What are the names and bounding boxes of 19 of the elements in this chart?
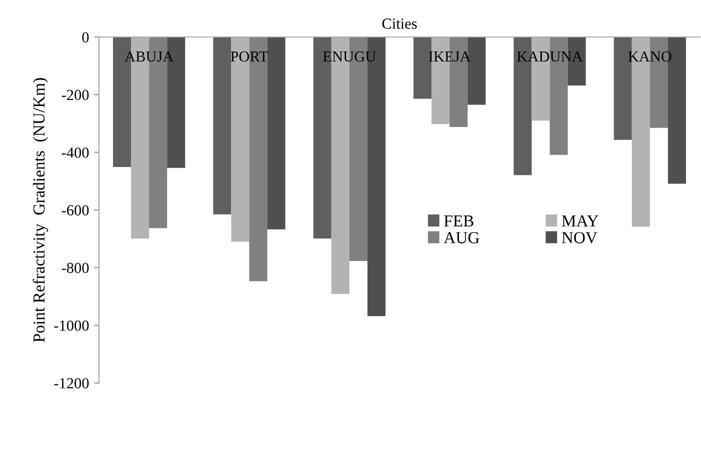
x-tick-label: ENUGU <box>323 51 376 62</box>
legend-label: MAY <box>562 215 598 226</box>
x-tick-label: KANO <box>628 51 672 62</box>
x-tick-label: IKEJA <box>428 51 471 62</box>
x-tick-label: KADUNA <box>517 51 583 62</box>
y-tick-label: -800 <box>62 262 89 274</box>
y-axis-title: Point Refractivity Gradients (NU/Km) <box>32 78 48 342</box>
y-tick-label: -200 <box>62 90 89 100</box>
y-tick-label: -600 <box>62 205 89 216</box>
y-tick-label: -400 <box>62 147 89 158</box>
legend-label: AUG <box>444 232 480 244</box>
x-tick-label: ABUJA <box>124 51 174 62</box>
legend-label: NOV <box>562 232 598 244</box>
x-tick-label: PORT <box>230 51 268 62</box>
legend-label: FEB <box>444 215 474 226</box>
x-axis-title: Cities <box>382 18 417 29</box>
y-tick-label: -1200 <box>54 378 89 388</box>
y-tick-label: -1000 <box>54 320 89 331</box>
y-tick-label: 0 <box>82 32 89 42</box>
